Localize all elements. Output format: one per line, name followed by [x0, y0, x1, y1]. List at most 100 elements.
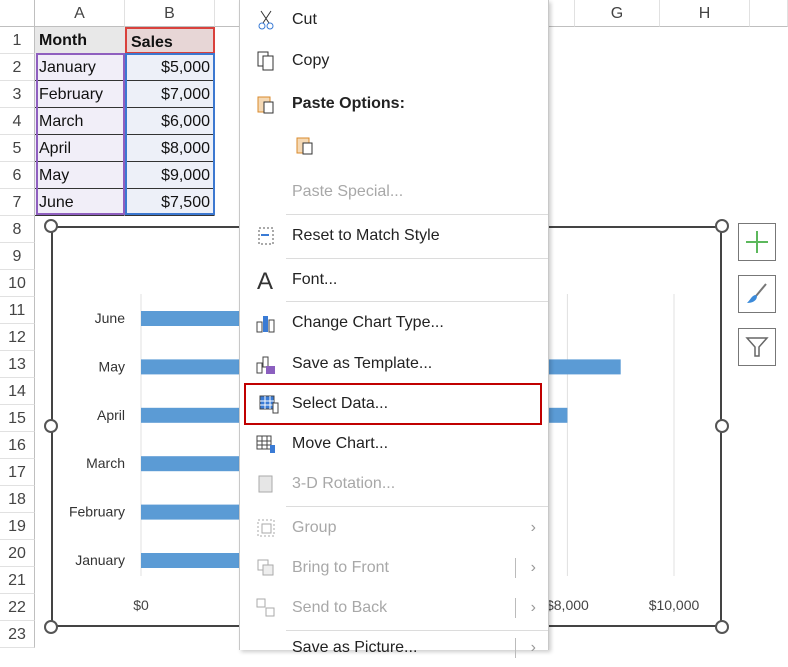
- menu-item-paste-special: Paste Special...: [240, 173, 548, 211]
- menu-item-label: Reset to Match Style: [292, 227, 440, 244]
- paste-keep-formatting-button[interactable]: [240, 128, 548, 166]
- category-range-highlight: [36, 53, 125, 215]
- menu-item-change-chart-type[interactable]: Change Chart Type...: [240, 304, 548, 342]
- row-header[interactable]: 14: [0, 378, 35, 405]
- column-header-i[interactable]: [750, 0, 788, 27]
- paste-icon: [240, 134, 374, 160]
- row-header[interactable]: 3: [0, 81, 35, 108]
- row-header[interactable]: 13: [0, 351, 35, 378]
- row-header[interactable]: 20: [0, 540, 35, 567]
- filter-icon: [745, 337, 769, 357]
- menu-item-copy[interactable]: Copy: [240, 42, 548, 80]
- row-header[interactable]: 6: [0, 162, 35, 189]
- menu-item-save-as-picture[interactable]: Save as Picture... ›: [240, 629, 548, 667]
- row-header[interactable]: 19: [0, 513, 35, 540]
- send-back-icon: [240, 597, 292, 619]
- menu-separator: [286, 630, 548, 631]
- menu-item-paste-options: Paste Options:: [240, 85, 548, 123]
- scissors-icon: [240, 9, 292, 31]
- sales-cell[interactable]: $5,000: [125, 54, 215, 81]
- chart-elements-button[interactable]: [738, 223, 776, 261]
- select-all-corner[interactable]: [0, 0, 35, 27]
- y-category-label: June: [95, 310, 126, 326]
- reset-style-icon: [240, 225, 292, 247]
- y-category-label: April: [97, 407, 125, 423]
- resize-handle-ml[interactable]: [44, 419, 58, 433]
- chevron-right-icon: ›: [530, 519, 536, 536]
- menu-item-group: Group ›: [240, 509, 548, 547]
- row-header[interactable]: 23: [0, 621, 35, 648]
- row-header[interactable]: 4: [0, 108, 35, 135]
- menu-item-reset-to-match-style[interactable]: Reset to Match Style: [240, 217, 548, 255]
- y-category-label: January: [75, 552, 125, 568]
- menu-item-label: Copy: [292, 52, 330, 69]
- menu-item-label: Move Chart...: [292, 435, 389, 452]
- select-data-icon: [246, 393, 292, 415]
- menu-item-label: Save as Picture...: [292, 639, 418, 656]
- sales-cell[interactable]: $6,000: [125, 108, 215, 135]
- row-header[interactable]: 11: [0, 297, 35, 324]
- x-tick-label: $8,000: [546, 597, 589, 613]
- resize-handle-bl[interactable]: [44, 620, 58, 634]
- menu-item-label: Save as Template...: [292, 355, 433, 372]
- column-header-g[interactable]: G: [575, 0, 660, 27]
- menu-item-label: 3-D Rotation...: [292, 475, 396, 492]
- menu-item-bring-to-front: Bring to Front ›: [240, 549, 548, 587]
- template-icon: [240, 353, 292, 375]
- values-range-highlight: [125, 53, 215, 215]
- sales-cell[interactable]: $9,000: [125, 162, 215, 189]
- menu-separator: [286, 301, 548, 302]
- y-category-label: May: [99, 358, 125, 374]
- sales-cell[interactable]: $8,000: [125, 135, 215, 162]
- chevron-right-icon: ›: [530, 599, 536, 616]
- row-header[interactable]: 18: [0, 486, 35, 513]
- row-header[interactable]: 7: [0, 189, 35, 216]
- chart-styles-button[interactable]: [738, 275, 776, 313]
- menu-item-cut[interactable]: Cut: [240, 1, 548, 39]
- month-cell[interactable]: March: [35, 108, 125, 135]
- row-header[interactable]: 8: [0, 216, 35, 243]
- row-header[interactable]: 1: [0, 27, 35, 54]
- column-header-h[interactable]: H: [660, 0, 750, 27]
- row-header[interactable]: 17: [0, 459, 35, 486]
- resize-handle-tr[interactable]: [715, 219, 729, 233]
- row-header[interactable]: 2: [0, 54, 35, 81]
- row-header[interactable]: 5: [0, 135, 35, 162]
- menu-item-save-as-template[interactable]: Save as Template...: [240, 345, 548, 383]
- copy-icon: [240, 50, 292, 72]
- menu-item-label: Change Chart Type...: [292, 314, 444, 331]
- x-tick-label: $0: [133, 597, 149, 613]
- y-category-label: February: [69, 504, 125, 520]
- bring-front-icon: [240, 557, 292, 579]
- menu-item-label: Paste Special...: [292, 183, 404, 200]
- row-header[interactable]: 10: [0, 270, 35, 297]
- menu-item-move-chart[interactable]: Move Chart...: [240, 425, 548, 463]
- row-header[interactable]: 12: [0, 324, 35, 351]
- row-header[interactable]: 21: [0, 567, 35, 594]
- menu-item-label: Font...: [292, 271, 338, 288]
- header-cell-sales[interactable]: Sales: [125, 27, 215, 54]
- resize-handle-mr[interactable]: [715, 419, 729, 433]
- menu-item-label: Paste Options:: [292, 95, 405, 112]
- row-header[interactable]: 15: [0, 405, 35, 432]
- plus-icon: [746, 231, 768, 253]
- font-icon: A: [240, 269, 292, 291]
- chart-type-icon: [240, 312, 292, 334]
- menu-item-label: Select Data...: [292, 395, 389, 412]
- menu-item-select-data[interactable]: Select Data...: [244, 383, 542, 425]
- column-header-b[interactable]: B: [125, 0, 215, 27]
- row-header[interactable]: 22: [0, 594, 35, 621]
- column-header-a[interactable]: A: [35, 0, 125, 27]
- sales-cell[interactable]: $7,500: [125, 189, 215, 216]
- resize-handle-br[interactable]: [715, 620, 729, 634]
- row-header[interactable]: 9: [0, 243, 35, 270]
- split-divider: [515, 598, 516, 618]
- menu-separator: [286, 258, 548, 259]
- chart-filters-button[interactable]: [738, 328, 776, 366]
- header-cell-month[interactable]: Month: [35, 27, 125, 54]
- month-cell[interactable]: January: [35, 54, 125, 81]
- split-divider: [515, 558, 516, 578]
- resize-handle-tl[interactable]: [44, 219, 58, 233]
- row-header[interactable]: 16: [0, 432, 35, 459]
- menu-item-font[interactable]: A Font...: [240, 261, 548, 299]
